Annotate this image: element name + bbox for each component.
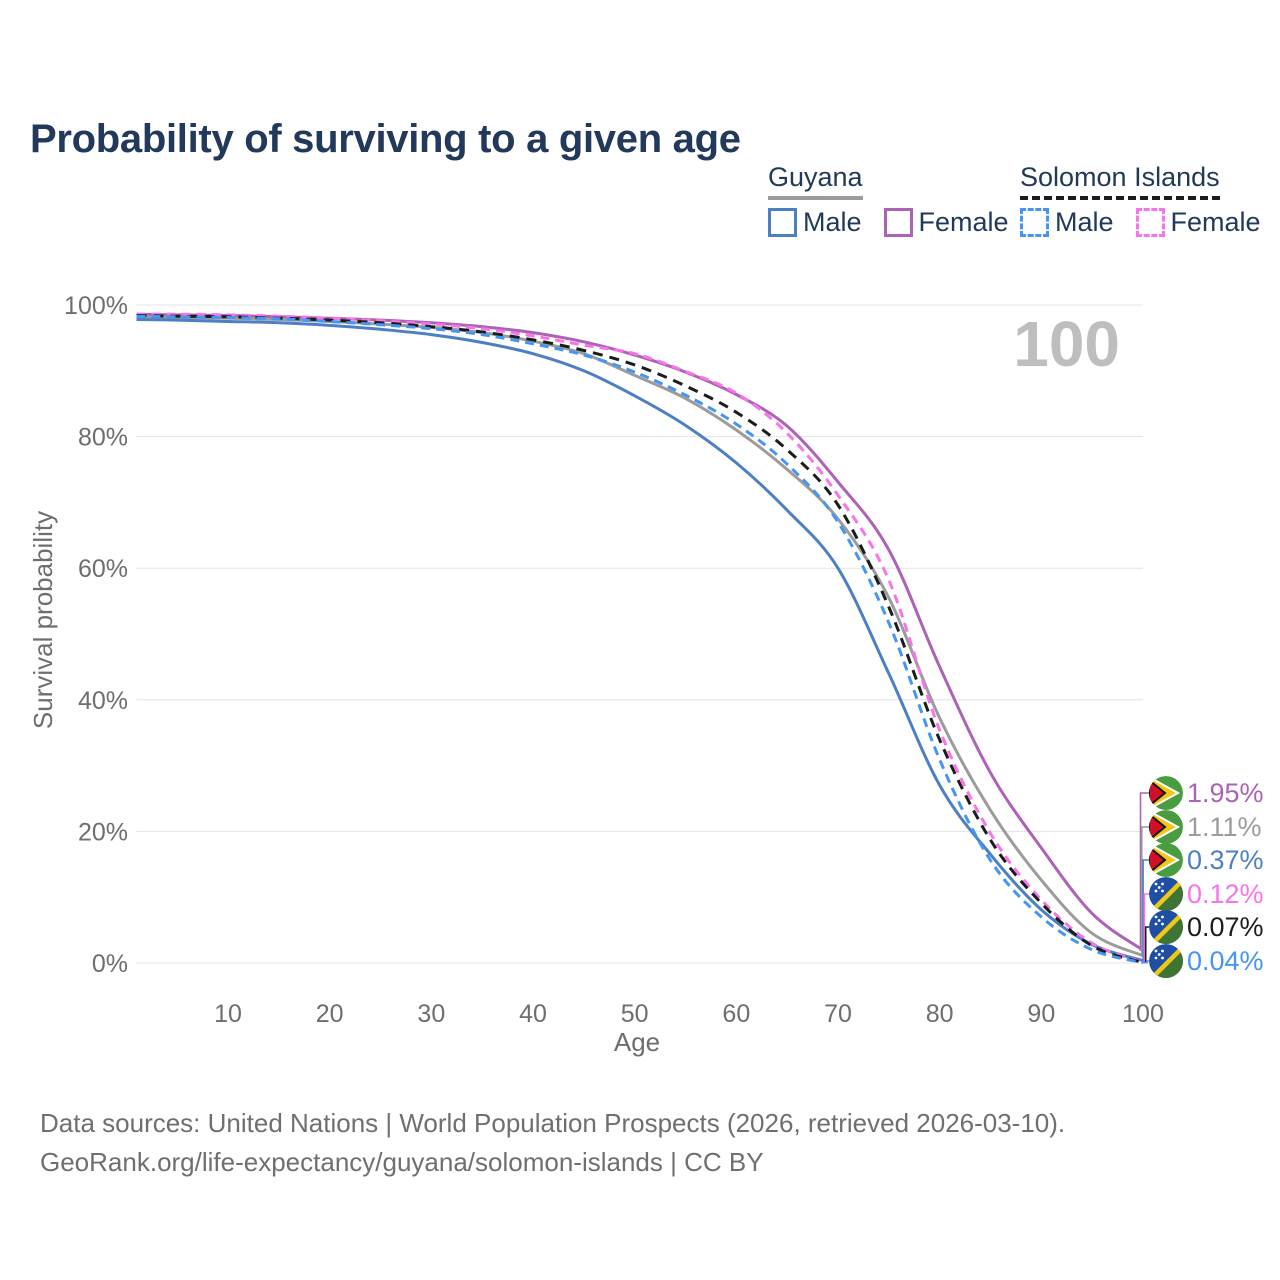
series-line-guyana-both[interactable] (136, 315, 1144, 958)
legend-item-guyana-male[interactable]: Male (768, 207, 862, 238)
y-tick-label: 20% (78, 818, 128, 846)
legend-item-solomon-islands-male[interactable]: Male (1020, 207, 1114, 238)
end-value-label-solomon-islands-male-male[interactable]: 0.04% (1187, 946, 1264, 976)
solomon-islands-flag-icon (1149, 944, 1183, 978)
legend-item-label: Male (1055, 207, 1114, 238)
footer: Data sources: United Nations | World Pop… (40, 1104, 1065, 1182)
legend-title-solomon-islands[interactable]: Solomon Islands (1020, 162, 1220, 201)
x-tick-label: 60 (722, 1000, 750, 1028)
guyana-flag-icon (1149, 776, 1183, 810)
end-value-label-guyana-male-male[interactable]: 0.37% (1187, 845, 1264, 875)
axis-layer: 0% 20% 40% 60% 80% 100% 10 20 30 40 50 60 70 80 90 100 A… (28, 292, 1164, 1057)
x-tick-label: 80 (926, 1000, 954, 1028)
end-value-label-guyana-female-female[interactable]: 1.95% (1187, 778, 1264, 808)
solomon-islands-flag-icon (1149, 910, 1183, 944)
end-label-connector (1142, 859, 1149, 962)
end-label-connector (1143, 960, 1149, 964)
legend-swatch (1135, 208, 1165, 238)
x-tick-label: 30 (417, 1000, 445, 1028)
series-line-solomon-islands-male-male[interactable] (136, 314, 1144, 965)
x-tick-label: 50 (621, 1000, 649, 1028)
end-value-label-solomon-islands-both[interactable]: 0.07% (1187, 912, 1264, 942)
guyana-flag-icon (1149, 843, 1183, 877)
legend-item-label: Female (918, 207, 1009, 238)
end-value-label-solomon-islands-female-female[interactable]: 0.12% (1187, 879, 1264, 909)
legend-item-guyana-female[interactable]: Female (883, 207, 1009, 238)
footer-sources: Data sources: United Nations | World Pop… (40, 1108, 1066, 1138)
series-line-guyana-male-male[interactable] (136, 318, 1144, 963)
y-tick-label: 100% (64, 292, 128, 320)
legend-title-guyana[interactable]: Guyana (768, 162, 863, 201)
y-tick-label: 80% (78, 424, 128, 452)
legend-item-label: Male (803, 207, 862, 238)
x-tick-label: 10 (214, 1000, 242, 1028)
y-axis-title: Survival probability (28, 511, 58, 729)
y-tick-label: 40% (78, 687, 128, 715)
legend-item-label: Female (1170, 207, 1261, 238)
age-watermark: 100 (1013, 308, 1120, 380)
x-tick-label: 40 (519, 1000, 547, 1028)
series-line-solomon-islands-female-female[interactable] (136, 312, 1144, 964)
x-tick-label: 100 (1122, 1000, 1164, 1028)
x-tick-label: 70 (824, 1000, 852, 1028)
page-title: Probability of surviving to a given age (30, 116, 741, 161)
end-label-layer: 1.95% 1.11%0.37% 0.12%0.07% 0.04% (1139, 776, 1264, 978)
legend-swatch (768, 208, 797, 238)
x-tick-label: 90 (1027, 1000, 1055, 1028)
x-tick-label: 20 (316, 1000, 344, 1028)
legend-item-solomon-islands-female[interactable]: Female (1135, 207, 1261, 238)
end-value-label-guyana-both[interactable]: 1.11% (1187, 812, 1262, 842)
x-axis-title: Age (614, 1027, 660, 1057)
solomon-islands-flag-icon (1149, 877, 1183, 911)
y-tick-label: 60% (78, 555, 128, 583)
footer-url: GeoRank.org/life-expectancy/guyana/solom… (40, 1147, 764, 1177)
legend-group-guyana: Guyana Male Female (768, 162, 1009, 238)
series-layer (136, 312, 1144, 965)
y-tick-label: 0% (92, 950, 128, 978)
series-line-solomon-islands-both[interactable] (136, 314, 1144, 964)
guyana-flag-icon (1149, 810, 1183, 844)
grid-layer (136, 304, 1143, 964)
legend-swatch (883, 208, 913, 238)
legend-swatch (1020, 208, 1049, 238)
legend-group-solomon-islands: Solomon Islands Male Female (1020, 162, 1261, 238)
